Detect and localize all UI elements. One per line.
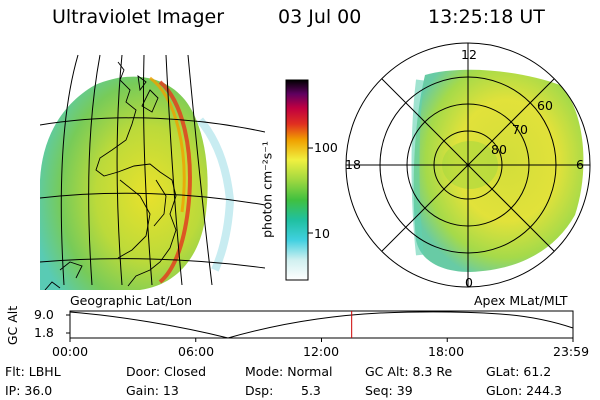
dsp-value: 5.3 <box>301 383 321 398</box>
colorbar-unit-label: photon cm⁻²s⁻¹ <box>259 141 275 238</box>
colorbar <box>285 79 309 281</box>
colorbar-tick-10: 10 <box>314 226 330 241</box>
polar-map-label: Apex MLat/MLT <box>474 293 568 308</box>
glat-label: GLat: 61.2 <box>486 364 552 379</box>
polar-map <box>345 42 591 288</box>
alt-xtick-1800: 18:00 <box>428 344 465 359</box>
alt-ytick-1-8: 1.8 <box>34 325 54 340</box>
mlt-label-6: 6 <box>576 157 584 172</box>
mlt-label-12: 12 <box>461 47 477 62</box>
date-label: 03 Jul 00 <box>278 6 362 28</box>
altitude-plot <box>66 310 574 342</box>
mlt-label-0: 0 <box>465 275 473 290</box>
gain-label: Gain: 13 <box>126 383 179 398</box>
alt-xtick-1200: 12:00 <box>303 344 340 359</box>
door-label: Door: Closed <box>126 364 207 379</box>
glon-label: GLon: 244.3 <box>486 383 562 398</box>
alt-ytick-9: 9.0 <box>34 307 54 322</box>
lat-label-80: 80 <box>491 142 507 157</box>
time-label: 13:25:18 UT <box>428 6 545 28</box>
filter-label: Flt: LBHL <box>5 364 61 379</box>
ip-label: IP: 36.0 <box>5 383 53 398</box>
geographic-map <box>40 54 265 290</box>
seq-label: Seq: 39 <box>365 383 413 398</box>
alt-xtick-2359: 23:59 <box>553 344 590 359</box>
dsp-label: Dsp: <box>245 383 274 398</box>
mode-label: Mode: Normal <box>245 364 333 379</box>
alt-ylabel: GC Alt <box>5 305 21 346</box>
lat-label-60: 60 <box>537 98 553 113</box>
gcalt-label: GC Alt: 8.3 Re <box>365 364 453 379</box>
alt-xtick-0600: 06:00 <box>178 344 215 359</box>
instrument-title: Ultraviolet Imager <box>52 6 225 28</box>
mlt-label-18: 18 <box>345 157 361 172</box>
lat-label-70: 70 <box>512 122 528 137</box>
geo-map-label: Geographic Lat/Lon <box>70 293 192 308</box>
alt-xtick-0000: 00:00 <box>52 344 89 359</box>
colorbar-tick-100: 100 <box>314 140 338 155</box>
